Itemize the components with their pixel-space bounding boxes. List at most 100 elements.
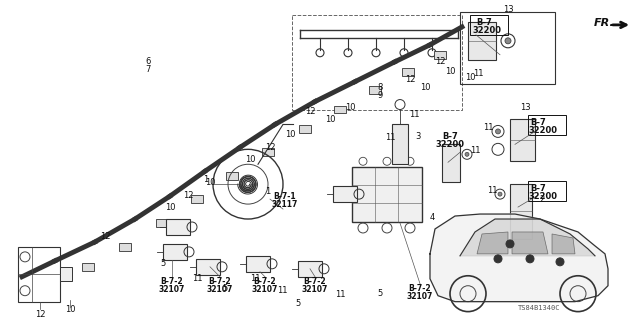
Bar	[298, 261, 322, 277]
Text: 12: 12	[100, 232, 110, 242]
Text: 13: 13	[520, 103, 531, 112]
Text: 10: 10	[445, 67, 455, 76]
Text: 12: 12	[435, 57, 445, 66]
Text: 10: 10	[164, 203, 175, 212]
Text: 11: 11	[250, 274, 260, 283]
Circle shape	[505, 38, 511, 44]
Text: 5: 5	[161, 259, 166, 268]
Bar	[352, 167, 422, 222]
Bar	[510, 184, 532, 239]
Text: 2: 2	[540, 195, 545, 204]
Text: 5: 5	[378, 289, 383, 298]
Circle shape	[495, 129, 500, 134]
Text: 32107: 32107	[252, 285, 278, 294]
Text: 11: 11	[409, 110, 419, 119]
Text: 5: 5	[222, 284, 228, 293]
Text: 12: 12	[265, 143, 275, 152]
Text: 6: 6	[145, 57, 150, 66]
Bar	[196, 259, 220, 275]
Circle shape	[506, 240, 514, 248]
Text: 32200: 32200	[472, 26, 501, 35]
Bar	[369, 86, 381, 93]
Bar	[246, 256, 270, 272]
Bar	[434, 51, 446, 59]
Text: 10: 10	[345, 103, 355, 112]
Bar	[166, 219, 190, 235]
Bar	[163, 244, 187, 260]
Text: TS84B1340C: TS84B1340C	[518, 305, 560, 311]
Bar	[333, 186, 357, 202]
Bar	[460, 12, 555, 84]
Text: B-7: B-7	[530, 118, 546, 127]
Text: 12: 12	[305, 107, 316, 116]
Bar	[528, 116, 566, 135]
Text: 11: 11	[192, 274, 202, 283]
Bar	[299, 125, 311, 133]
Bar	[392, 124, 408, 164]
Bar	[119, 243, 131, 251]
Text: 11: 11	[470, 146, 480, 155]
Text: 8: 8	[378, 83, 383, 92]
Text: 10: 10	[420, 83, 430, 92]
Text: 32200: 32200	[435, 140, 465, 149]
Text: 10: 10	[285, 130, 295, 139]
Text: 12: 12	[183, 191, 193, 200]
Text: FR.: FR.	[594, 18, 615, 28]
Text: 1: 1	[204, 175, 209, 184]
Text: B-7: B-7	[476, 18, 492, 27]
Polygon shape	[552, 234, 575, 254]
Text: 11: 11	[335, 290, 345, 299]
Text: 11: 11	[385, 133, 396, 142]
Bar	[82, 263, 94, 271]
Bar	[468, 22, 496, 60]
Text: 32117: 32117	[272, 200, 298, 209]
Circle shape	[526, 255, 534, 263]
Bar	[18, 247, 60, 302]
Text: 32107: 32107	[159, 285, 185, 294]
Text: 10: 10	[465, 73, 476, 82]
Text: 32107: 32107	[302, 285, 328, 294]
Text: 10: 10	[324, 115, 335, 124]
Bar	[334, 106, 346, 114]
Bar	[60, 267, 72, 281]
Text: B-7-2: B-7-2	[161, 277, 183, 286]
Text: 7: 7	[145, 65, 150, 74]
Text: 3: 3	[415, 132, 420, 141]
Bar	[510, 119, 535, 161]
Polygon shape	[460, 219, 595, 256]
Text: 12: 12	[404, 75, 415, 84]
Text: 1: 1	[266, 187, 271, 196]
Text: B-7-2: B-7-2	[253, 277, 276, 286]
Bar	[191, 195, 203, 203]
Text: 11: 11	[487, 186, 497, 195]
Text: B-7-1: B-7-1	[274, 192, 296, 201]
Bar	[470, 15, 508, 35]
Text: 13: 13	[502, 5, 513, 14]
Bar	[402, 68, 414, 76]
Text: 11: 11	[483, 123, 493, 132]
Circle shape	[556, 258, 564, 266]
Text: 11: 11	[473, 69, 483, 78]
Text: B-7-2: B-7-2	[304, 277, 326, 286]
Text: 5: 5	[296, 299, 301, 308]
Bar	[528, 181, 566, 201]
Text: B-7-2: B-7-2	[209, 277, 231, 286]
Text: B-7: B-7	[442, 132, 458, 141]
Text: 10: 10	[205, 178, 215, 187]
Text: 32107: 32107	[407, 292, 433, 301]
Polygon shape	[477, 232, 508, 254]
Bar	[262, 148, 274, 156]
Text: 32200: 32200	[528, 192, 557, 201]
Text: B-7-2: B-7-2	[409, 284, 431, 293]
Text: 10: 10	[65, 305, 76, 314]
Circle shape	[465, 152, 469, 156]
Bar	[292, 15, 462, 109]
Circle shape	[494, 255, 502, 263]
Text: 12: 12	[35, 310, 45, 319]
Polygon shape	[430, 214, 608, 302]
Text: 32107: 32107	[207, 285, 233, 294]
Bar	[156, 219, 168, 227]
Circle shape	[498, 192, 502, 196]
Bar	[442, 144, 460, 182]
Text: B-7: B-7	[530, 184, 546, 193]
